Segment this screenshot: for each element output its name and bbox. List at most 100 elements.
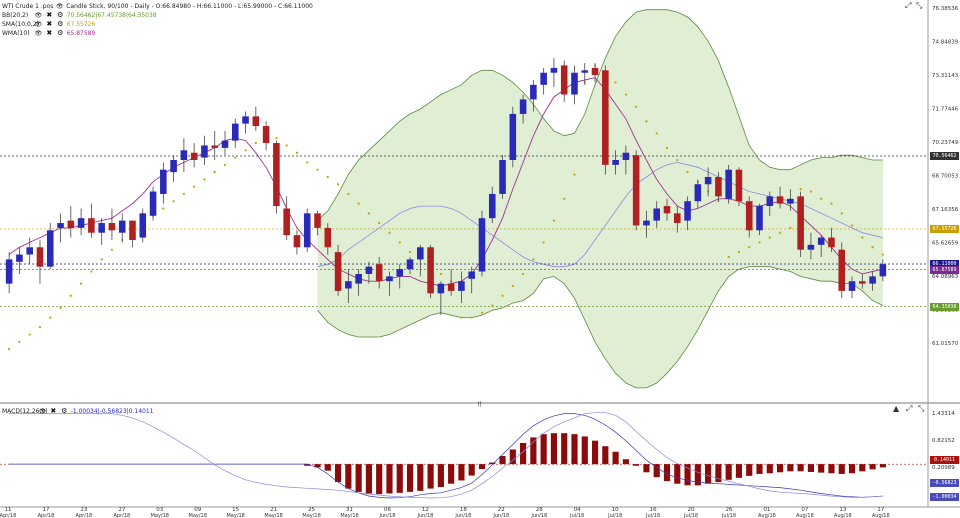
sar-dot [306, 161, 309, 164]
sar-dot [100, 258, 103, 261]
sar-dot [203, 178, 206, 181]
candle-body [673, 213, 681, 224]
date-axis-day: 28 [536, 507, 543, 513]
candle-body [98, 223, 105, 233]
candle-body [406, 259, 414, 270]
eye-icon[interactable]: 👁 [56, 3, 64, 10]
sar-dot [388, 231, 391, 234]
candle-body [817, 237, 825, 245]
candle-body [211, 145, 219, 148]
macd-tag: 0.14011 [930, 455, 959, 464]
macd-histogram-bar [612, 451, 619, 465]
candle-body [581, 70, 589, 73]
restore-icon[interactable]: ⤢ [906, 404, 913, 413]
date-axis-day: 13 [839, 507, 846, 513]
date-axis-day: 27 [118, 507, 125, 513]
close-icon[interactable]: ✖ [46, 20, 53, 28]
date-axis-day: 15 [232, 507, 239, 513]
maximize-icon[interactable]: ⤡ [918, 404, 925, 413]
macd-histogram-bar [807, 464, 814, 472]
sar-dot [28, 333, 31, 336]
candle-body [46, 230, 54, 267]
date-axis-day: 26 [725, 507, 732, 513]
sar-dot [511, 284, 514, 288]
date-axis-day: 11 [5, 507, 12, 513]
close-icon[interactable]: ✖ [46, 29, 53, 37]
candle-body [756, 206, 763, 231]
sar-dot [470, 316, 473, 319]
candle-body [684, 201, 691, 221]
sar-dot [563, 197, 566, 200]
date-axis-day: 22 [498, 507, 505, 513]
sar-dot [861, 236, 864, 239]
date-axis-day: 18 [460, 507, 467, 513]
date-axis-month: May/18 [226, 513, 244, 518]
macd-histogram-bar [458, 464, 465, 481]
macd-histogram-bar [386, 464, 393, 494]
maximize-icon[interactable]: ⤡ [916, 1, 923, 10]
candle-body [478, 218, 486, 272]
candle-body [540, 72, 547, 85]
collapse-icon[interactable]: ▲ [893, 404, 900, 413]
restore-icon[interactable]: ⤢ [905, 1, 912, 10]
candle-body [643, 220, 650, 226]
sar-dot [871, 246, 874, 249]
close-icon[interactable]: ✖ [50, 407, 57, 415]
date-axis-month: Jun/18 [454, 513, 471, 518]
candle-body [5, 259, 13, 284]
sar-dot [347, 192, 350, 196]
eye-icon[interactable]: 👁 [34, 21, 43, 28]
date-axis-day: 25 [308, 507, 315, 513]
date-axis-day: 06 [384, 507, 391, 513]
macd-histogram-bar [602, 446, 609, 465]
date-axis-day: 07 [801, 507, 808, 513]
legend-main: WTI Crude 1 .pos 👁 Candle Stick, 90/100 … [2, 2, 313, 11]
eye-icon[interactable]: 👁 [34, 12, 43, 19]
sar-dot [737, 251, 741, 254]
candle-body [704, 176, 712, 185]
macd-histogram-bar [376, 464, 383, 495]
sar-dot [655, 132, 658, 135]
candle-body [334, 252, 342, 291]
macd-histogram-bar [550, 433, 558, 465]
date-axis-month: Jun/18 [416, 513, 433, 518]
candle-body [108, 223, 116, 231]
sar-dot [18, 340, 21, 343]
settings-icon[interactable]: ⚙ [57, 29, 64, 37]
eye-icon[interactable]: 👁 [38, 408, 47, 415]
candle-body [488, 193, 496, 219]
sar-dot [172, 200, 175, 203]
date-axis-day: 04 [574, 507, 581, 513]
settings-icon[interactable]: ⚙ [57, 11, 64, 19]
candle-body [293, 235, 301, 248]
candle-body [447, 283, 455, 291]
macd-histogram-bar [324, 464, 331, 471]
macd-signal-line [9, 412, 883, 499]
candle-body [622, 152, 630, 160]
close-icon[interactable]: ✖ [46, 11, 53, 19]
bb-name: BB(20,2) [2, 12, 29, 19]
settings-icon[interactable]: ⚙ [61, 407, 68, 415]
eye-icon[interactable]: 👁 [34, 30, 43, 37]
ohlc-label: Candle Stick, 90/100 - Daily - O:66.8498… [66, 3, 313, 10]
candle-body [345, 281, 352, 289]
sar-dot [645, 120, 648, 123]
sma-name: SMA(10,0,2) [2, 21, 39, 28]
candle-body [170, 160, 177, 173]
candle-body [715, 176, 722, 197]
candle-body [797, 196, 804, 250]
sar-dot [295, 151, 299, 154]
sar-dot [285, 144, 288, 147]
drag-handle-icon[interactable]: ⠿ [477, 401, 483, 409]
sar-dot [758, 241, 761, 244]
sar-dot [193, 185, 196, 188]
price-axis-label: 61.01570 [932, 341, 959, 347]
macd-histogram-bar [478, 464, 486, 470]
settings-icon[interactable]: ⚙ [57, 20, 64, 28]
macd-histogram-bar [859, 464, 866, 472]
sar-dot [357, 202, 360, 205]
candle-body [560, 65, 568, 95]
price-axis-label: 70.23749 [932, 140, 959, 146]
candle-body [303, 213, 311, 248]
